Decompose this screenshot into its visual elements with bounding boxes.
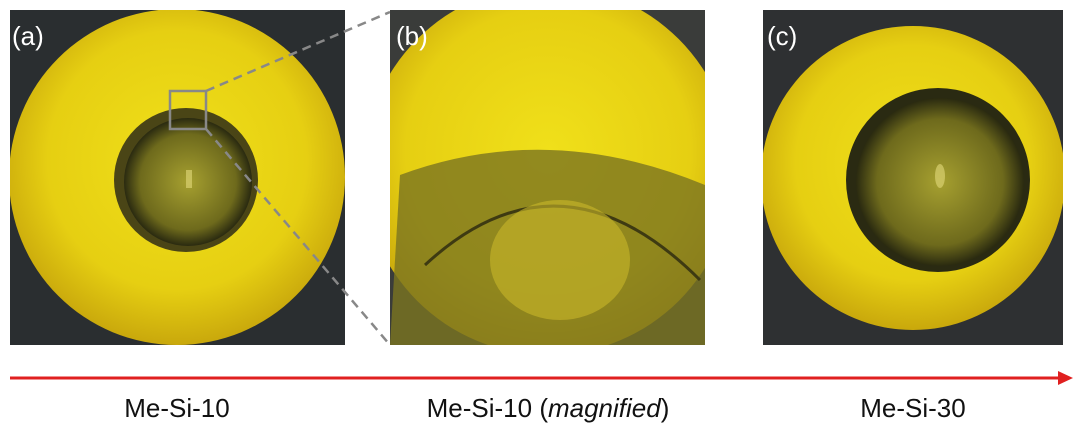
caption-text: Me-Si-30 <box>860 393 965 423</box>
panel-c-image <box>761 10 1065 345</box>
arrow-head <box>1058 371 1073 385</box>
figure: (a) (b) (c) Me-Si-10 Me-Si-10 (magnified… <box>0 0 1073 423</box>
caption: Me-Si-30 <box>860 393 965 423</box>
caption-text: Me-Si-10 <box>124 393 229 423</box>
caption: Me-Si-10 (magnified) <box>427 393 670 423</box>
panel-label: (c) <box>767 21 797 51</box>
caption-text: Me-Si-10 ( <box>427 393 548 423</box>
panel-a-image <box>9 9 345 345</box>
panel-b-image <box>363 0 733 355</box>
panel-label: (a) <box>12 21 44 51</box>
caption-italic: magnified <box>548 393 661 423</box>
figure-graphics: (a) (b) (c) <box>0 0 1073 423</box>
panel-label: (b) <box>396 21 428 51</box>
caption-text: ) <box>661 393 670 423</box>
caption: Me-Si-10 <box>124 393 229 423</box>
